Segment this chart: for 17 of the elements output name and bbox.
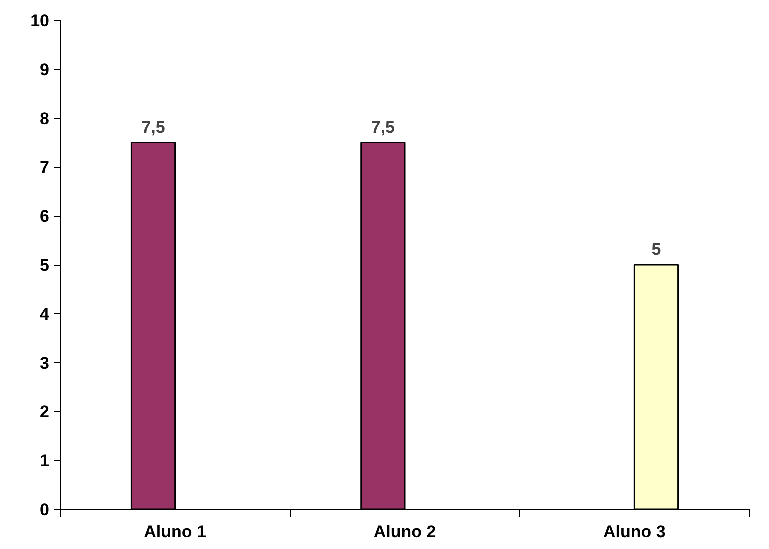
y-tick-label: 2 bbox=[40, 402, 50, 422]
data-label: 7,5 bbox=[371, 118, 396, 137]
x-tick-label: Aluno 3 bbox=[604, 522, 666, 542]
y-tick-label: 4 bbox=[40, 304, 50, 324]
y-tick-label: 5 bbox=[40, 256, 50, 275]
y-tick-label: 1 bbox=[40, 452, 50, 471]
x-tick-label: Aluno 1 bbox=[144, 522, 207, 542]
y-tick-label: 3 bbox=[40, 354, 50, 373]
x-tick-label: Aluno 2 bbox=[374, 522, 436, 542]
y-tick-label: 9 bbox=[40, 60, 50, 80]
y-tick-label: 0 bbox=[40, 500, 50, 520]
data-label: 7,5 bbox=[142, 118, 166, 137]
y-tick-label: 6 bbox=[40, 207, 50, 226]
y-tick-label: 7 bbox=[40, 158, 50, 178]
data-label: 5 bbox=[652, 240, 662, 259]
y-tick-label: 8 bbox=[40, 109, 50, 128]
y-tick-label: 10 bbox=[30, 12, 50, 30]
